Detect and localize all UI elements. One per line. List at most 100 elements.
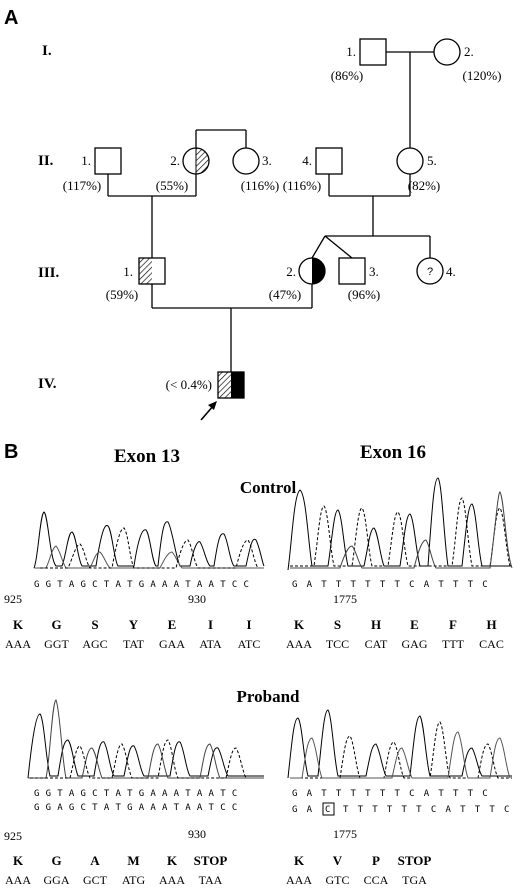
proband-exon16-seq2-prefix: G A: [292, 805, 314, 815]
individual-ii-4-male: [315, 147, 343, 175]
individual-iii-2-female-carrier: [298, 257, 326, 285]
proband-exon13-pos-left: 925: [4, 829, 22, 843]
chromatogram-control-exon16: [287, 477, 513, 571]
control-exon13-codon: ATC: [238, 637, 261, 651]
individual-i-2-number: 2.: [464, 44, 474, 59]
individual-ii-5-female: [396, 147, 424, 175]
proband-exon13-codon: GGA: [44, 873, 70, 887]
control-exon13-amino-acid: Y: [129, 617, 139, 632]
individual-iii-2-percent: (47%): [269, 287, 302, 302]
control-exon13-codon: AAA: [5, 637, 31, 651]
control-exon16-amino-acid: E: [410, 617, 419, 632]
proband-exon13-codon: GCT: [83, 873, 108, 887]
mutation-highlight-box: [322, 802, 335, 816]
individual-ii-1-number: 1.: [81, 153, 91, 168]
individual-iii-1-male-carrier: [138, 257, 166, 285]
proband-exon16-amino-acid: STOP: [398, 853, 432, 868]
proband-exon16-amino-acid: V: [333, 853, 343, 868]
control-exon13-codon: GAA: [159, 637, 185, 651]
proband-exon13-amino-acid: M: [127, 853, 139, 868]
proband-exon13-amino-acid: A: [90, 853, 100, 868]
exon13-title: Exon 13: [114, 446, 180, 467]
individual-ii-2-percent: (55%): [156, 178, 189, 193]
proband-exon13-amino-acid: K: [13, 853, 24, 868]
control-exon16-codon: GAG: [402, 637, 428, 651]
proband-exon13-amino-acid: K: [167, 853, 178, 868]
proband-exon13-codon: ATG: [122, 873, 146, 887]
exon16-title: Exon 16: [360, 442, 426, 463]
proband-exon13-sequence-2: G G A G C T A T G A A A T A A T C C: [34, 803, 238, 813]
chromatogram-proband-exon16: [287, 709, 512, 779]
control-exon13-sequence: G G T A G C T A T G A A A T A A T C C: [34, 580, 249, 590]
panel-a-label: A: [4, 7, 18, 29]
control-exon16-codon: CAC: [479, 637, 504, 651]
proband-exon16-amino-acid: K: [294, 853, 305, 868]
chromatogram-proband-exon13: [27, 699, 264, 779]
control-exon13-amino-acid: S: [91, 617, 98, 632]
individual-i-1-number: 1.: [346, 44, 356, 59]
control-exon16-amino-acid: K: [294, 617, 305, 632]
proband-exon13-sequence-1: G G T A G C T A T G A A A T A A T C: [34, 789, 238, 799]
individual-iii-3-percent: (96%): [348, 287, 381, 302]
proband-exon16-seq2-boxed: C: [325, 805, 330, 815]
proband-exon13-amino-acid: G: [51, 853, 61, 868]
control-exon16-codon: AAA: [286, 637, 312, 651]
chromatogram-control-exon13: [33, 511, 265, 569]
control-exon16-amino-acid: F: [449, 617, 457, 632]
individual-ii-5-percent: (82%): [408, 178, 441, 193]
individual-i-1-percent: (86%): [331, 68, 364, 83]
generation-label-ii: II.: [38, 153, 54, 169]
individual-ii-1-male: [94, 147, 122, 175]
control-exon16-amino-acid: S: [334, 617, 341, 632]
proband-exon13-amino-acid: STOP: [194, 853, 228, 868]
control-exon13-amino-acid: I: [208, 617, 213, 632]
individual-ii-5-number: 5.: [427, 153, 437, 168]
individual-i-1-male: [359, 38, 387, 66]
proband-exon16-codon: GTC: [326, 873, 350, 887]
codon-rows: K AAA G GGT S A G C Y TAT E GAA I ATA I ATC K AAA S TCC H CAT…: [5, 617, 504, 887]
individual-i-2-female: [433, 38, 461, 66]
individual-ii-2-number: 2.: [170, 153, 180, 168]
control-exon13-codon: GGT: [44, 637, 69, 651]
control-exon13-codon: ATA: [199, 637, 222, 651]
individual-ii-3-female: [232, 147, 260, 175]
individual-iv-1-proband: [217, 371, 245, 399]
individual-ii-3-number: 3.: [262, 153, 272, 168]
panel-b-label: B: [4, 441, 18, 463]
individual-iii-4-number: 4.: [446, 264, 456, 279]
control-exon16-codon: CAT: [365, 637, 388, 651]
proband-exon13-codon: TAA: [199, 873, 223, 887]
control-label: Control: [240, 478, 297, 497]
control-exon16-codon: TTT: [442, 637, 465, 651]
proband-arrow-icon: [200, 401, 217, 421]
proband-exon16-codon: AAA: [286, 873, 312, 887]
control-exon16-codon: TCC: [326, 637, 349, 651]
proband-exon16-codon: CCA: [364, 873, 389, 887]
generation-label-iv: IV.: [38, 376, 57, 392]
generation-label-i: I.: [42, 43, 52, 59]
individual-iv-1-percent: (< 0.4%): [166, 377, 212, 392]
control-exon13-amino-acid: K: [13, 617, 24, 632]
proband-exon13-pos-right: 930: [188, 827, 206, 841]
control-exon13-amino-acid: E: [168, 617, 177, 632]
individual-iii-4-unknown-sex: [416, 257, 444, 285]
control-exon13-amino-acid: G: [51, 617, 61, 632]
control-exon16-amino-acid: H: [371, 617, 381, 632]
control-exon16-pos: 1775: [333, 592, 357, 606]
control-exon13-amino-acid: I: [246, 617, 251, 632]
control-exon13-codon: TAT: [123, 637, 145, 651]
individual-iii-1-number: 1.: [123, 264, 133, 279]
individual-iii-2-number: 2.: [286, 264, 296, 279]
proband-exon13-codon: AAA: [5, 873, 31, 887]
proband-exon16-amino-acid: P: [372, 853, 380, 868]
proband-exon13-codon: AAA: [159, 873, 185, 887]
proband-exon16-codon: TGA: [402, 873, 427, 887]
individual-iii-3-number: 3.: [369, 264, 379, 279]
control-exon13-pos-right: 930: [188, 592, 206, 606]
individual-iii-3-male: [338, 257, 366, 285]
control-exon16-amino-acid: H: [486, 617, 496, 632]
proband-exon16-sequence-1: G A T T T T T T C A T T T C: [292, 789, 490, 799]
individual-ii-2-female-carrier: [182, 147, 210, 175]
individual-ii-1-percent: (117%): [63, 178, 102, 193]
